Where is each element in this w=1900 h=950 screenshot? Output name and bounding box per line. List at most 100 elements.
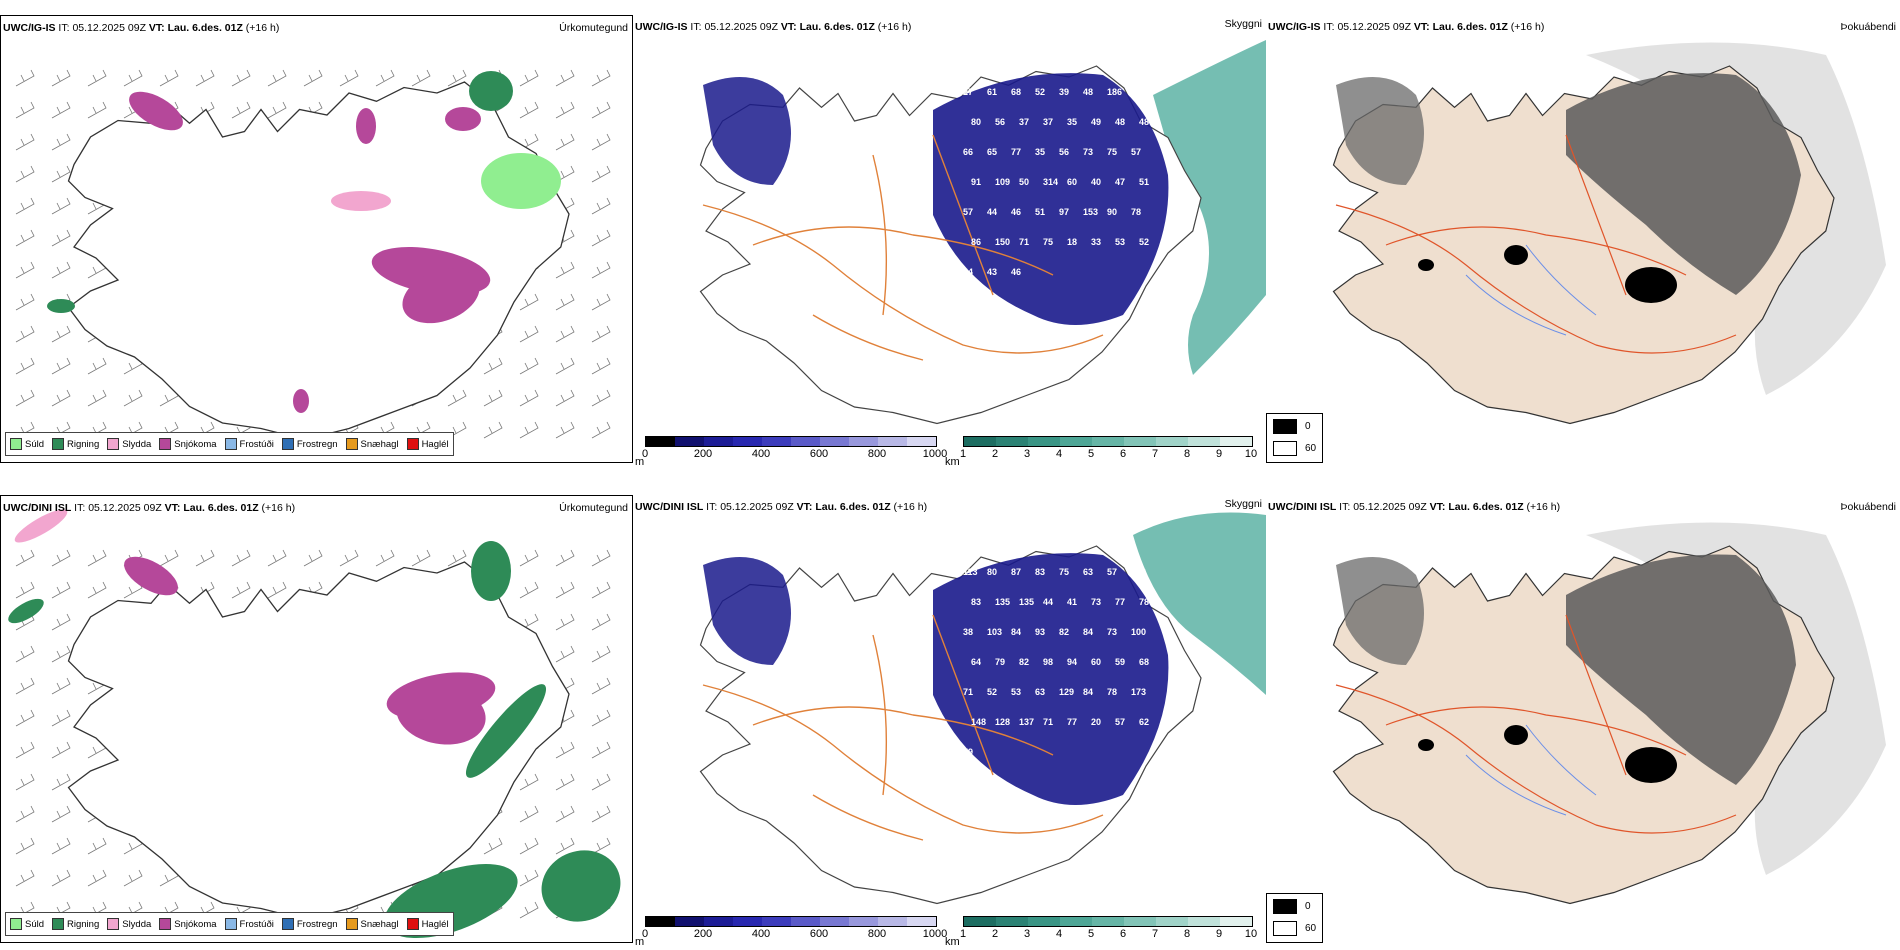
legend-label: Rigning (67, 438, 100, 450)
rain-area (471, 541, 511, 601)
sea-visibility-area (1133, 512, 1266, 695)
fog-legend-high: 0 (1305, 421, 1311, 432)
wind-barb (15, 197, 35, 215)
fog-map-row1 (1332, 42, 1886, 425)
wind-barb (555, 645, 575, 663)
ceiling-value-label: 53 (1115, 237, 1125, 247)
wind-barb (519, 421, 539, 439)
wind-barb (591, 197, 611, 215)
panel-header: UWC/IG-IS IT: 05.12.2025 09Z VT: Lau. 6.… (635, 21, 911, 33)
wind-barb (375, 69, 395, 87)
wind-barb (303, 549, 323, 567)
wind-barb (591, 421, 611, 439)
panel-title-visibility: Skyggni (1224, 498, 1262, 510)
ceiling-value-label: 60 (1067, 177, 1077, 187)
ceiling-value-label: 135 (1019, 597, 1034, 607)
model-name: UWC/DINI ISL (635, 501, 704, 513)
ceiling-panel-row2: 113 80 87 83 75 63 57 109 83 135 135 44 41 73 77 78 38 10… (633, 495, 1266, 948)
wind-barb (519, 581, 539, 599)
snow-area (445, 107, 481, 131)
wind-barb (519, 869, 539, 887)
vt-label: VT: (1429, 501, 1446, 513)
wind-barb (195, 69, 215, 87)
lead-time: (+16 h) (877, 21, 912, 33)
wind-barb (519, 837, 539, 855)
visibility-unit: km (945, 936, 960, 948)
visibility-tick-label: 6 (1119, 928, 1127, 940)
wind-barb (555, 293, 575, 311)
wind-barb (87, 549, 107, 567)
snow-area (386, 672, 496, 720)
ceiling-value-label: 86 (971, 237, 981, 247)
wind-barb (51, 325, 71, 343)
precip-panel-row2: UWC/DINI ISL IT: 05.12.2025 09Z VT: Lau.… (0, 495, 633, 943)
wind-barb (15, 581, 35, 599)
ceiling-value-label: 66 (963, 147, 973, 157)
wind-barb (591, 645, 611, 663)
wind-barb (51, 133, 71, 151)
model-name: UWC/DINI ISL (1268, 501, 1337, 513)
visibility-tick-label: 4 (1055, 448, 1063, 460)
snow-area (124, 556, 178, 596)
legend-label: Snjókoma (174, 918, 217, 930)
ceiling-value-label: 48 (1139, 117, 1149, 127)
ceiling-value-label: 73 (1107, 627, 1117, 637)
init-time: 05.12.2025 09Z (1337, 21, 1411, 33)
ceiling-value-label: 68 (1139, 657, 1149, 667)
fog-panel-row1: UWC/IG-IS IT: 05.12.2025 09Z VT: Lau. 6.… (1266, 15, 1900, 463)
legend-label: Snæhagl (360, 438, 399, 450)
ceiling-tick-label: 1000 (922, 448, 948, 460)
wind-barb (555, 357, 575, 375)
wind-barb (447, 421, 467, 439)
legend-swatch (345, 438, 358, 450)
valid-time: Lau. 6.des. 01Z (183, 502, 259, 514)
ceiling-value-label: 150 (995, 237, 1010, 247)
fog-legend: 0 60 (1266, 413, 1323, 463)
ceiling-value-label: 83 (971, 597, 981, 607)
ceiling-value-label: 103 (987, 627, 1002, 637)
road-network (1335, 614, 1737, 834)
wind-barb (87, 837, 107, 855)
ceiling-value-label: 44 (1043, 597, 1053, 607)
visibility-colorbar: km 1 2 3 4 5 6 7 8 9 10 (943, 916, 1263, 950)
legend-item: Haglél (406, 438, 449, 450)
wind-barb (15, 869, 35, 887)
visibility-tick-label: 9 (1215, 928, 1223, 940)
ceiling-value-label: 135 (995, 597, 1010, 607)
legend-label: Frostúði (239, 918, 274, 930)
legend-item: Slydda (107, 438, 151, 450)
ceiling-value-label: 63 (1083, 567, 1093, 577)
ceiling-value-label: 148 (971, 717, 986, 727)
wind-barb (15, 773, 35, 791)
wind-barb (51, 709, 71, 727)
ceiling-value-label: 20 (1091, 717, 1101, 727)
ceiling-tick-label: 400 (751, 928, 771, 940)
visibility-tick-label: 8 (1183, 928, 1191, 940)
model-name: UWC/IG-IS (3, 22, 56, 34)
legend-item: Snjókoma (159, 918, 217, 930)
ceiling-value-label: 75 (1059, 567, 1069, 577)
legend-swatch (281, 438, 294, 450)
precip-legend: Súld Rigning Slydda Snjókoma Frostúði Frostre… (5, 912, 454, 936)
ceiling-value-label: 186 (1107, 87, 1122, 97)
wind-barb (123, 869, 143, 887)
wind-barb (15, 325, 35, 343)
high-fog-index-area (1336, 77, 1424, 185)
low-ceiling-area (703, 557, 791, 665)
vt-label: VT: (796, 501, 813, 513)
wind-barb (519, 613, 539, 631)
visibility-tick-label: 2 (991, 448, 999, 460)
ceiling-value-label: 75 (1107, 147, 1117, 157)
it-label: IT: (58, 22, 70, 34)
snow-area (356, 108, 376, 144)
wind-barb (555, 101, 575, 119)
ceiling-value-label: 84 (1011, 627, 1021, 637)
ceiling-value-label: 57 (1107, 567, 1117, 577)
low-ceiling-area (933, 553, 1169, 805)
panel-header: UWC/DINI ISL IT: 05.12.2025 09Z VT: Lau.… (635, 501, 927, 513)
init-time: 05.12.2025 09Z (704, 21, 778, 33)
lead-time: (+16 h) (1526, 501, 1561, 513)
ceiling-value-label: 56 (1059, 147, 1069, 157)
wind-barb (519, 901, 539, 919)
ceiling-value-label: 78 (1131, 207, 1141, 217)
